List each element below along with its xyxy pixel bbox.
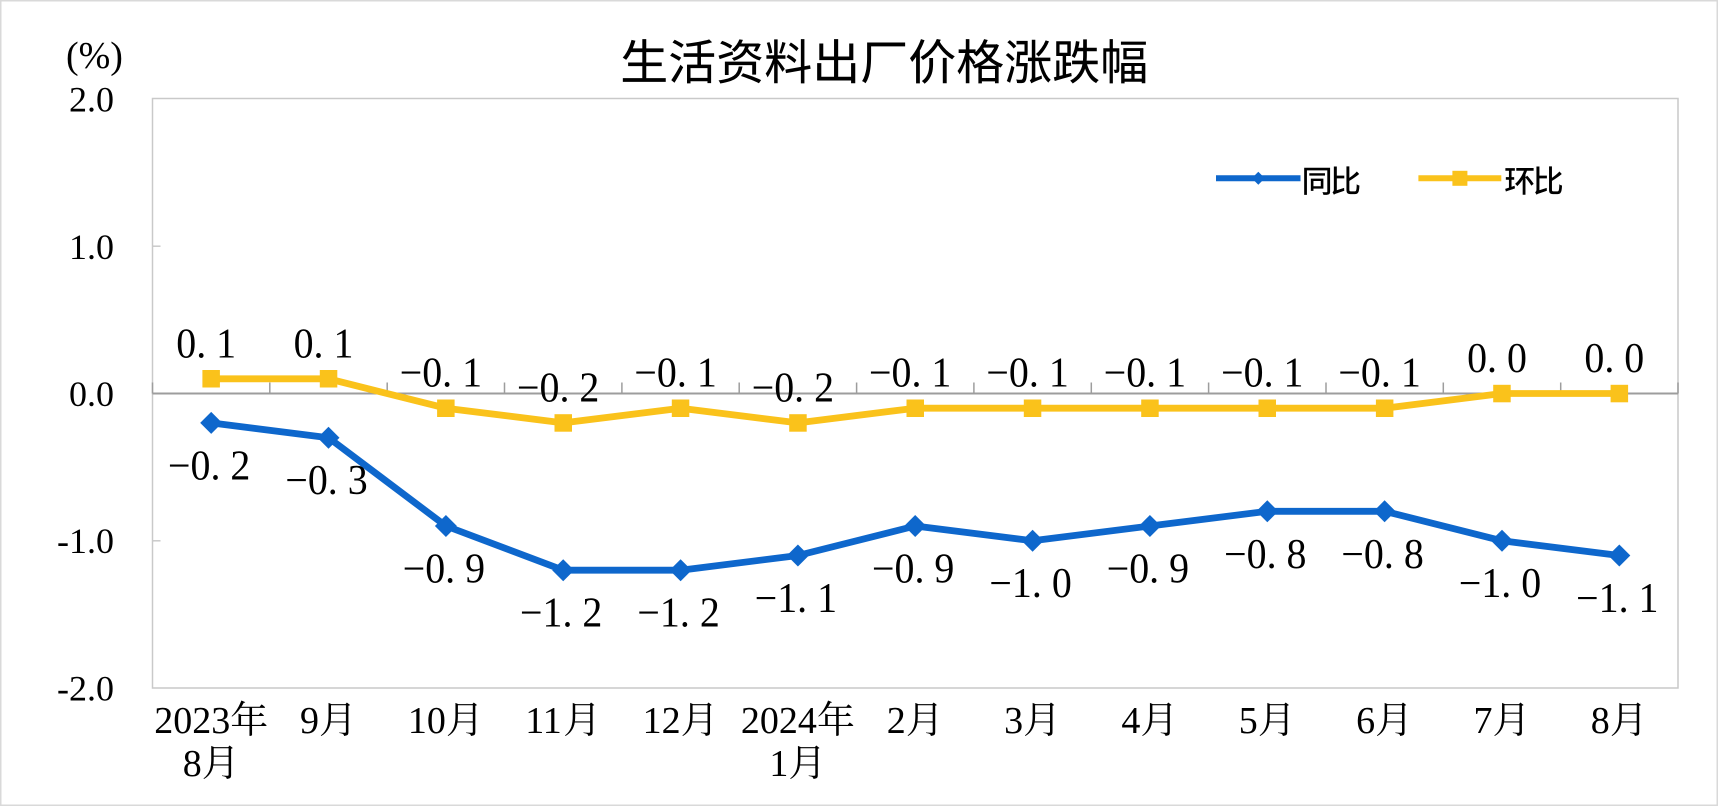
- svg-text:0. 1: 0. 1: [176, 319, 236, 366]
- svg-text:0. 1: 0. 1: [294, 319, 354, 366]
- svg-text:1.0: 1.0: [69, 227, 114, 267]
- svg-text:7: 7: [1474, 700, 1493, 742]
- svg-text:-2.0: -2.0: [57, 669, 114, 709]
- svg-text:−1. 1: −1. 1: [755, 574, 837, 621]
- svg-text:−1. 2: −1. 2: [520, 589, 602, 636]
- svg-text:−0. 2: −0. 2: [517, 363, 599, 410]
- svg-text:3: 3: [1004, 700, 1023, 742]
- svg-text:5: 5: [1239, 700, 1258, 742]
- svg-text:0. 0: 0. 0: [1467, 334, 1527, 381]
- svg-text:−1. 2: −1. 2: [637, 589, 719, 636]
- svg-text:−0. 2: −0. 2: [752, 363, 834, 410]
- svg-text:8: 8: [1591, 700, 1610, 742]
- svg-text:9: 9: [300, 700, 319, 742]
- svg-text:-1.0: -1.0: [57, 521, 114, 561]
- svg-text:−0. 9: −0. 9: [403, 545, 485, 592]
- svg-text:−0. 9: −0. 9: [1107, 545, 1189, 592]
- svg-text:4: 4: [1121, 700, 1140, 742]
- svg-text:8: 8: [183, 743, 202, 785]
- svg-text:12: 12: [643, 700, 681, 742]
- svg-text:−0. 1: −0. 1: [1221, 349, 1303, 396]
- svg-text:−1. 0: −1. 0: [989, 559, 1071, 606]
- svg-text:0. 0: 0. 0: [1584, 334, 1644, 381]
- svg-text:2.0: 2.0: [69, 80, 114, 120]
- svg-text:−1. 0: −1. 0: [1459, 559, 1541, 606]
- svg-text:−0. 1: −0. 1: [1338, 349, 1420, 396]
- svg-text:1: 1: [769, 743, 788, 785]
- svg-text:6: 6: [1356, 700, 1375, 742]
- svg-text:−0. 3: −0. 3: [285, 456, 367, 503]
- svg-text:−0. 1: −0. 1: [1104, 349, 1186, 396]
- svg-text:11: 11: [525, 700, 562, 742]
- svg-text:−0. 8: −0. 8: [1341, 530, 1423, 577]
- svg-text:2023: 2023: [154, 700, 230, 742]
- svg-text:−0. 1: −0. 1: [400, 349, 482, 396]
- svg-text:−0. 1: −0. 1: [986, 349, 1068, 396]
- svg-text:2: 2: [887, 700, 906, 742]
- svg-text:−0. 9: −0. 9: [872, 545, 954, 592]
- svg-text:−0. 8: −0. 8: [1224, 530, 1306, 577]
- svg-text:0.0: 0.0: [69, 374, 114, 414]
- svg-text:−1. 1: −1. 1: [1576, 574, 1658, 621]
- svg-text:10: 10: [408, 700, 446, 742]
- svg-text:−0. 2: −0. 2: [168, 441, 250, 488]
- svg-text:−0. 1: −0. 1: [634, 349, 716, 396]
- svg-text:−0. 1: −0. 1: [869, 349, 951, 396]
- svg-text:2024: 2024: [741, 700, 817, 742]
- svg-text:(%): (%): [66, 35, 123, 77]
